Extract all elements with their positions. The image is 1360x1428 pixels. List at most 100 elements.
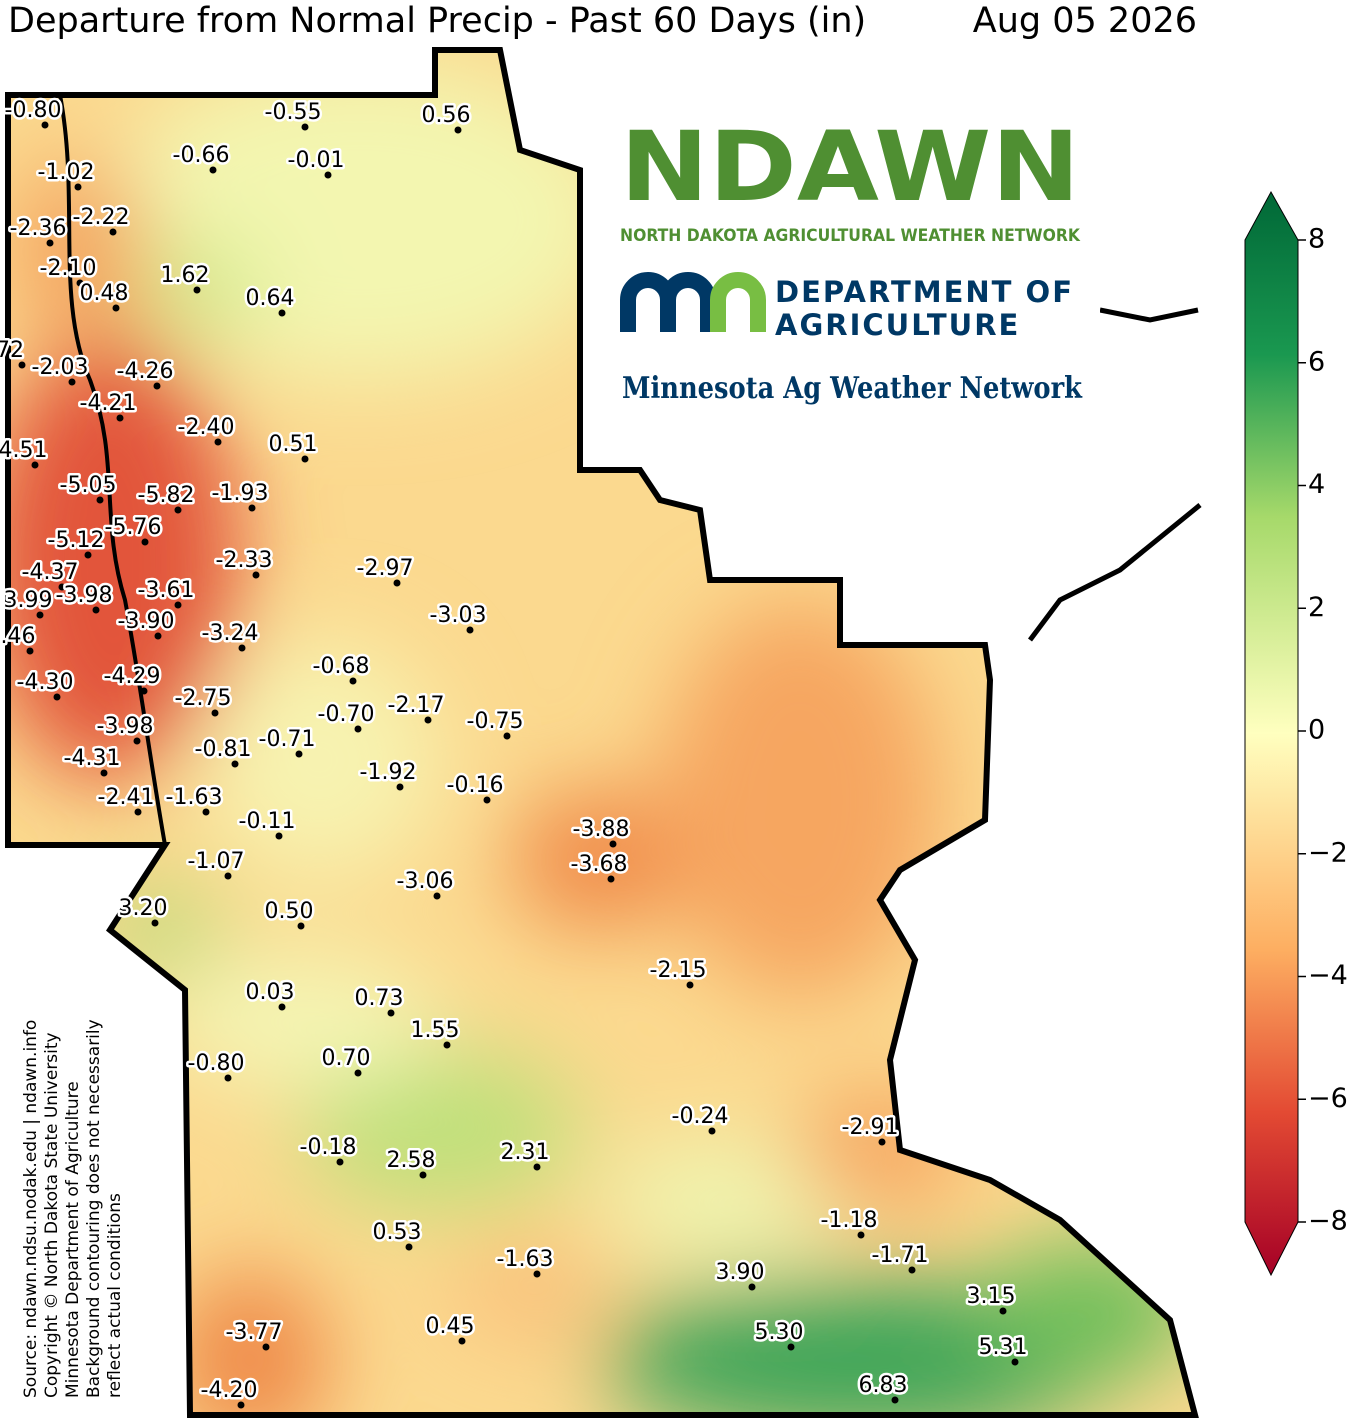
station-label: -3.24 <box>202 621 259 646</box>
station-dot <box>454 126 462 134</box>
source-line: Source: ndawn.ndsu.nodak.edu | ndawn.inf… <box>21 1020 41 1398</box>
station-dot <box>466 626 474 634</box>
station-dot <box>387 1009 395 1017</box>
station-dot <box>96 496 104 504</box>
station-label: -0.70 <box>318 702 375 727</box>
station-dot <box>483 796 491 804</box>
colorbar-tick-label: −4 <box>1308 960 1348 991</box>
station-dot <box>53 693 61 701</box>
station-label: -4.30 <box>17 670 74 695</box>
station-label: -2.15 <box>650 958 707 983</box>
station-dot <box>301 123 309 131</box>
station-dot <box>533 1270 541 1278</box>
station-label: -0.66 <box>173 143 230 168</box>
date: Aug 05 2026 <box>973 1 1197 41</box>
station-dot <box>58 583 66 591</box>
station-dot <box>336 1158 344 1166</box>
station-label: -0.16 <box>447 773 504 798</box>
station-dot <box>231 760 239 768</box>
stations: -0.80 -0.55 0.56 -0.66 -0.01 -1.02 -2.22-2.36 -… <box>0 96 1030 1409</box>
station-dot <box>248 504 256 512</box>
station-dot <box>686 981 694 989</box>
colorbar-tick-label: 4 <box>1308 469 1325 500</box>
station-dot <box>100 769 108 777</box>
station-dot <box>224 872 232 880</box>
station-label: 1.55 <box>411 1018 460 1043</box>
station-label: 5.31 <box>979 1335 1028 1360</box>
station-dot <box>295 750 303 758</box>
station-dot <box>112 304 120 312</box>
colorbar-tick-label: −8 <box>1308 1206 1348 1237</box>
station-dot <box>405 1243 413 1251</box>
station-dot <box>151 919 159 927</box>
station-label: 3.90 <box>716 1260 765 1285</box>
station-dot <box>433 892 441 900</box>
station-label: 0.45 <box>426 1314 475 1339</box>
station-dot <box>141 538 149 546</box>
station-label: -4.26 <box>117 359 174 384</box>
station-label: -0.18 <box>300 1135 357 1160</box>
station-label: -4.21 <box>80 391 137 416</box>
station-dot <box>31 461 39 469</box>
station-label: -2.10 <box>40 256 97 281</box>
colorbar-tick-label: 2 <box>1308 592 1325 623</box>
station-label: -4.37 <box>22 560 79 585</box>
colorbar-tick-label: −2 <box>1308 837 1348 868</box>
station-dot <box>354 1069 362 1077</box>
station-dot <box>46 239 54 247</box>
station-dot <box>278 1003 286 1011</box>
station-dot <box>424 716 432 724</box>
station-label: -2.33 <box>216 548 273 573</box>
station-dot <box>748 1283 756 1291</box>
station-label: -1.63 <box>497 1247 554 1272</box>
station-dot <box>109 228 117 236</box>
station-dot <box>349 677 357 685</box>
station-dot <box>278 309 286 317</box>
station-label: 2.58 <box>387 1148 436 1173</box>
station-label: -4.20 <box>201 1378 258 1403</box>
station-label: -0.71 <box>259 727 316 752</box>
station-label: -2.97 <box>357 556 414 581</box>
station-label: -1.93 <box>212 481 269 506</box>
station-label: -1.02 <box>38 160 95 185</box>
station-dot <box>443 1041 451 1049</box>
station-label: 3.99 <box>4 588 53 613</box>
station-dot <box>458 1337 466 1345</box>
station-label: -1.07 <box>188 849 245 874</box>
station-label: -0.81 <box>195 737 252 762</box>
station-label: -2.91 <box>842 1115 899 1140</box>
station-dot <box>74 183 82 191</box>
station-dot <box>878 1138 886 1146</box>
station-label: 1.62 <box>161 263 210 288</box>
station-label: -3.03 <box>430 603 487 628</box>
station-label: -0.68 <box>313 654 370 679</box>
station-dot <box>202 808 210 816</box>
station-label: 3.15 <box>967 1284 1016 1309</box>
source-line: Background contouring does not necessari… <box>84 1019 104 1398</box>
logo-panel: NDAWN NORTH DAKOTA AGRICULTURAL WEATHER … <box>595 105 1100 440</box>
station-label: -0.75 <box>467 709 524 734</box>
station-dot <box>92 606 100 614</box>
station-label: -5.12 <box>48 528 105 553</box>
source-line: Copyright © North Dakota State Universit… <box>42 1032 62 1398</box>
station-dot <box>708 1127 716 1135</box>
station-dot <box>140 687 148 695</box>
station-label: 4.51 <box>0 438 47 463</box>
station-label: -4.29 <box>104 664 161 689</box>
source-line: reflect actual conditions <box>105 1193 125 1398</box>
station-dot <box>1011 1358 1019 1366</box>
station-dot <box>354 725 362 733</box>
station-dot <box>193 286 201 294</box>
station-dot <box>238 644 246 652</box>
station-label: -2.22 <box>73 205 130 230</box>
station-label: -1.63 <box>166 785 223 810</box>
station-dot <box>857 1231 865 1239</box>
station-label: 0.53 <box>373 1220 422 1245</box>
station-label: -0.01 <box>288 148 345 173</box>
station-label: -0.24 <box>672 1104 729 1129</box>
station-label: -2.75 <box>175 686 232 711</box>
ndawn-logo: NDAWN <box>620 111 1080 223</box>
colorbar-tick-label: 6 <box>1308 346 1325 377</box>
station-dot <box>41 121 49 129</box>
station-dot <box>134 808 142 816</box>
